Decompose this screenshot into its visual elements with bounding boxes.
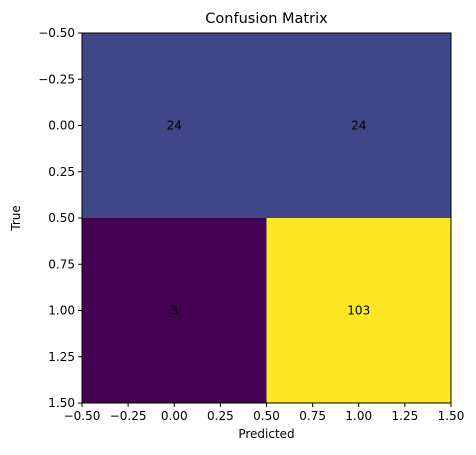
y-tick-label: 1.50 [48,396,75,410]
x-tick-label: 1.50 [438,409,465,423]
x-tick-label: 1.00 [345,409,372,423]
x-tick-label: 1.25 [392,409,419,423]
x-tick-label: −0.25 [110,409,147,423]
y-tick-label: 0.50 [48,211,75,225]
y-tick-label: 0.25 [48,165,75,179]
cell-value-0-1: 24 [351,119,366,133]
cell-value-1-0: 3 [170,304,178,318]
y-tick-label: 0.00 [48,119,75,133]
y-tick-label: −0.50 [38,26,75,40]
x-tick-label: −0.50 [64,409,101,423]
chart-title: Confusion Matrix [205,11,328,27]
y-tick-label: −0.25 [38,72,75,86]
x-axis-label: Predicted [238,427,294,441]
heatmap-cells [82,33,451,403]
cell-value-0-0: 24 [167,119,182,133]
cell-value-1-1: 103 [347,304,370,318]
x-tick-label: 0.25 [207,409,234,423]
y-axis-ticks: −0.50 −0.25 0.00 0.25 0.50 0.75 1.00 1.25 1.50 [38,26,82,410]
x-tick-label: 0.75 [299,409,326,423]
y-tick-label: 1.00 [48,304,75,318]
x-tick-label: 0.00 [161,409,188,423]
heatmap-cell-1-1 [266,218,451,403]
cell-value-labels: 24 24 3 103 [167,119,371,318]
y-tick-label: 0.75 [48,257,75,271]
heatmap-cell-0-0 [82,33,267,218]
heatmap-cell-0-1 [266,33,451,218]
x-axis-ticks: −0.50 −0.25 0.00 0.25 0.50 0.75 1.00 1.25 1.50 [64,403,465,423]
heatmap-cell-1-0 [82,218,267,403]
y-tick-label: 1.25 [48,350,75,364]
x-tick-label: 0.50 [253,409,280,423]
y-axis-label: True [9,205,23,232]
